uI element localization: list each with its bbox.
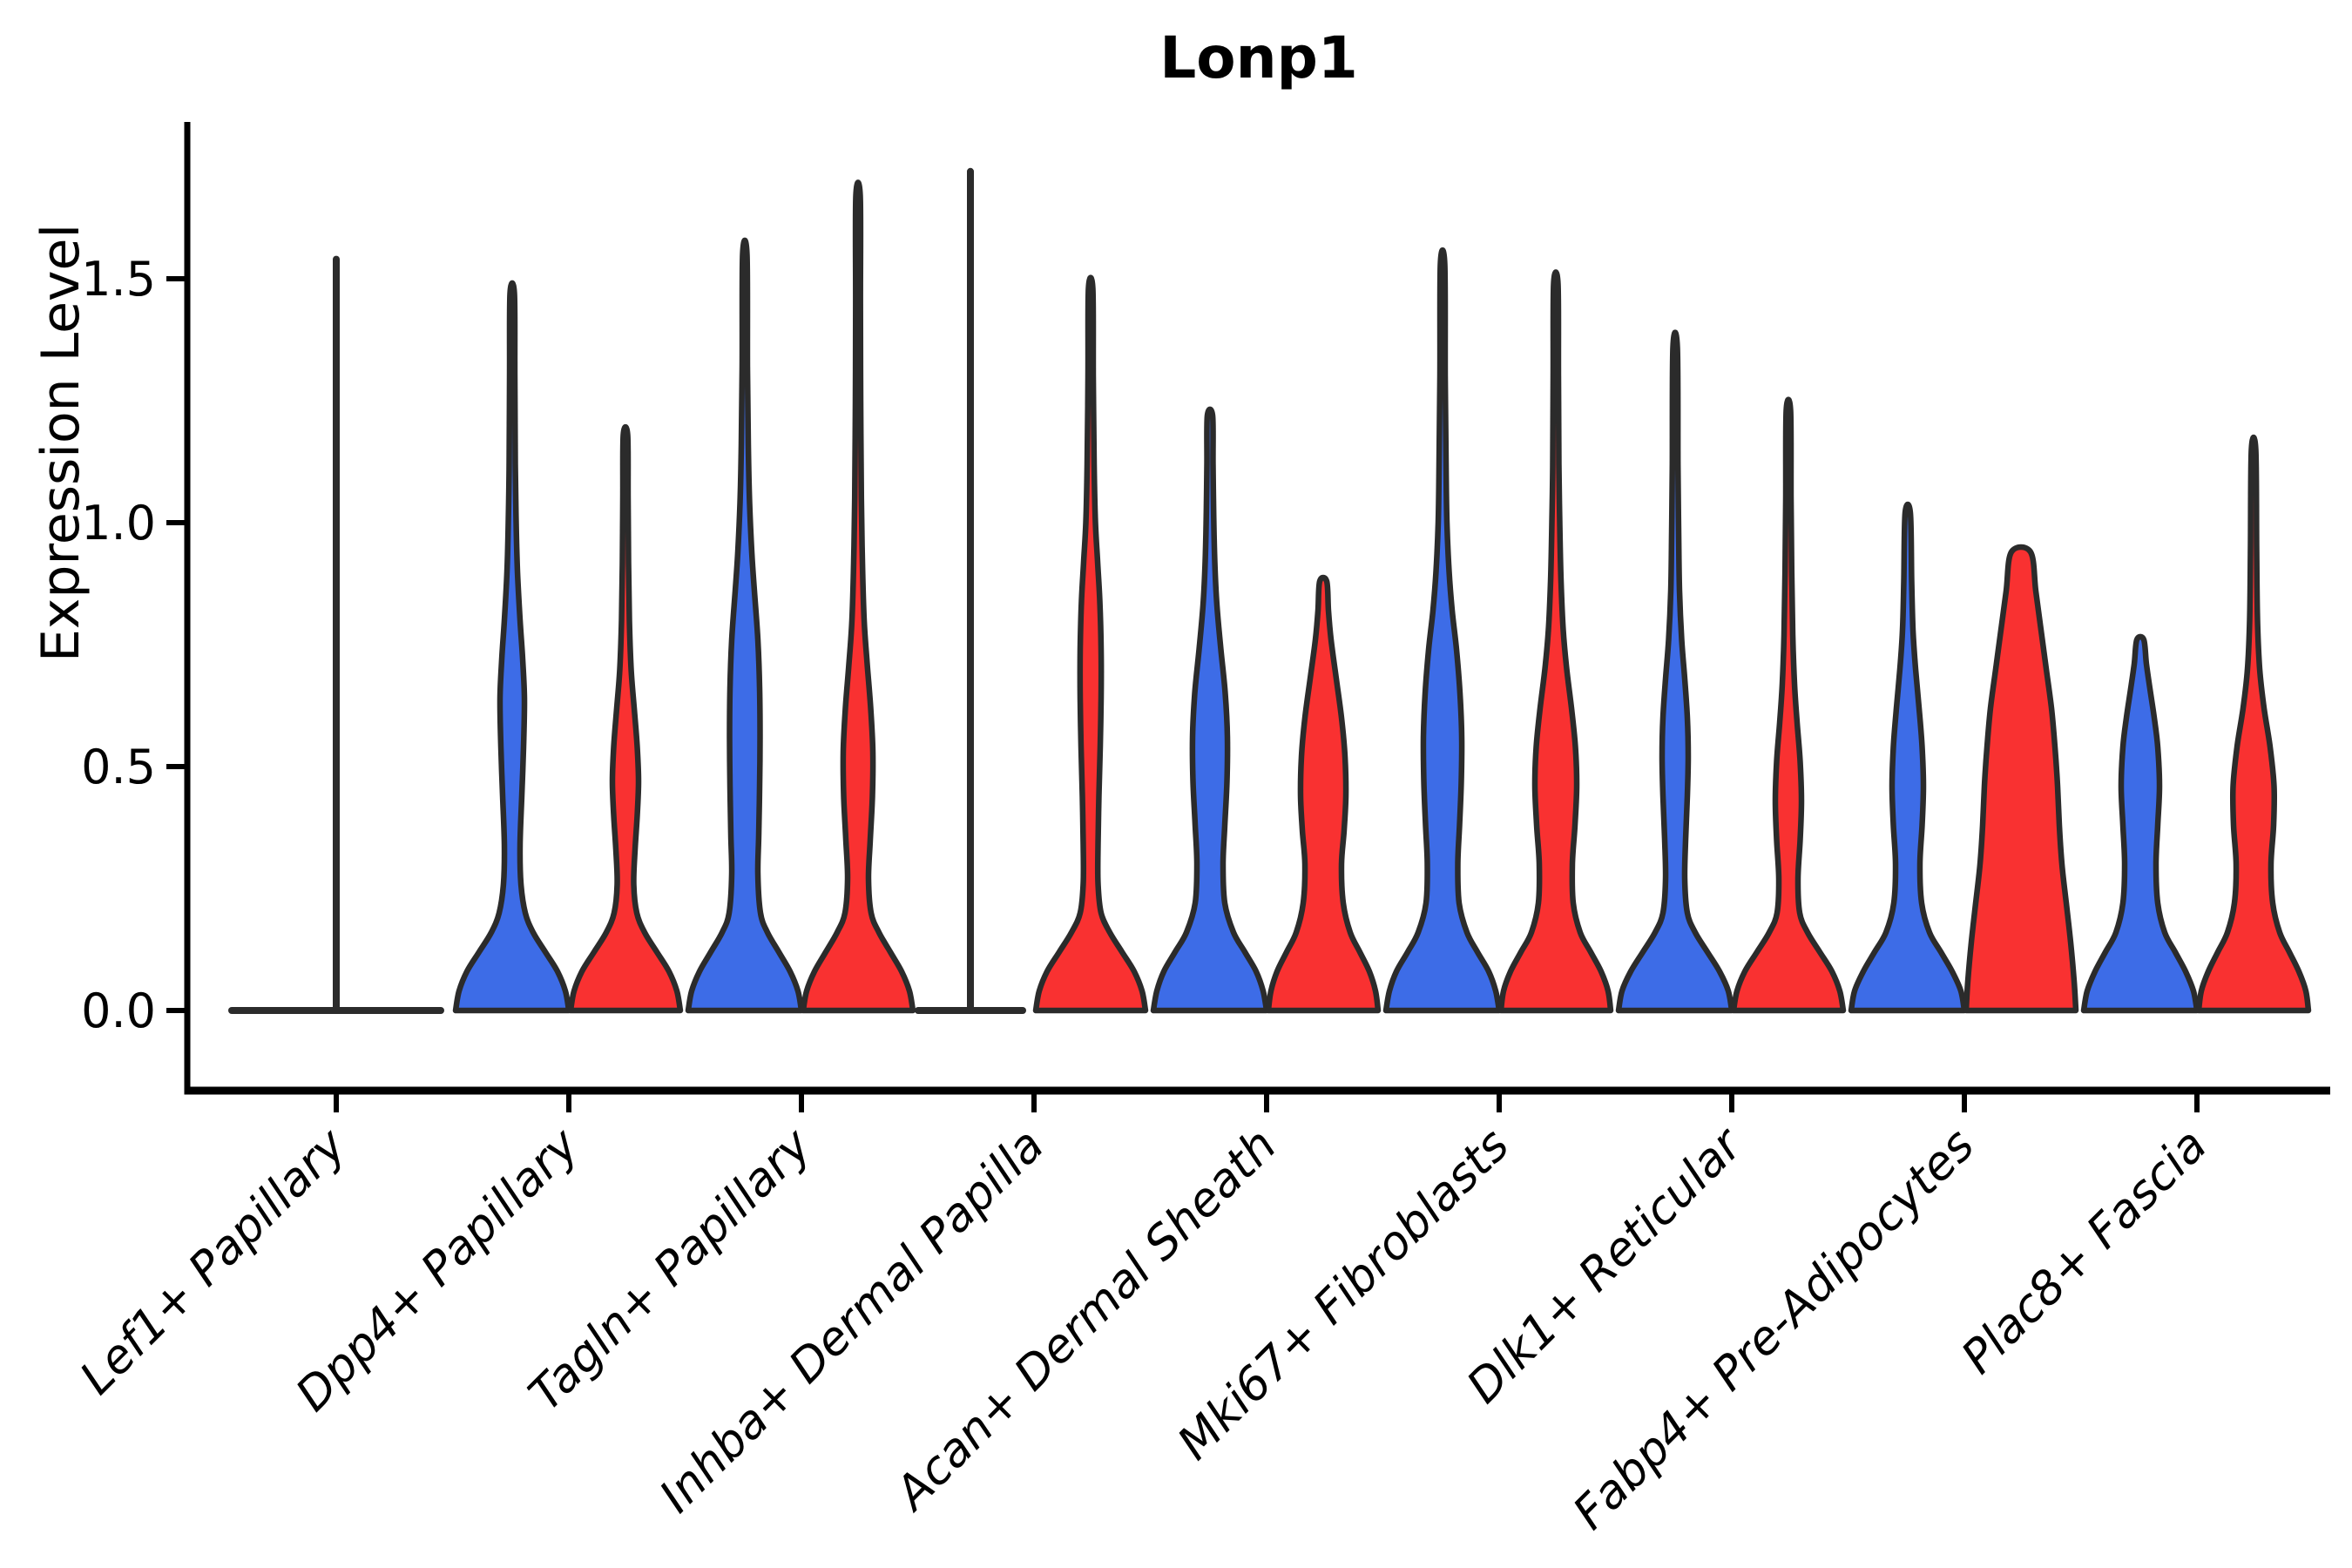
violin-blue-7 (1848, 501, 1968, 1014)
violin-blue-6 (1615, 329, 1735, 1014)
violin-blue-2 (685, 237, 805, 1014)
x-tick-label-7: Fabp4+ Pre-Adipocytes (1564, 1119, 1985, 1540)
x-tick-label-4: Acan+ Dermal Sheath (884, 1119, 1288, 1522)
violin-red-3 (1032, 274, 1149, 1014)
x-tick-label-3: Inhba+ Dermal Papilla (650, 1119, 1054, 1523)
violin-red-5 (1497, 269, 1614, 1014)
y-tick-label: 0.0 (81, 983, 156, 1038)
violin-blue-5 (1382, 247, 1503, 1014)
violin-blue-4 (1150, 406, 1270, 1014)
violin-red-6 (1730, 396, 1847, 1014)
y-tick-label: 0.5 (81, 740, 156, 794)
y-axis-label: Expression Level (30, 223, 91, 662)
violin-red-8 (2195, 434, 2312, 1014)
y-tick-label: 1.5 (81, 252, 156, 307)
violin-red-7 (1963, 544, 2079, 1014)
violin-red-2 (800, 179, 916, 1014)
violin-red-1 (567, 423, 684, 1014)
violin-red-4 (1265, 574, 1382, 1014)
violin-blue-8 (2080, 633, 2200, 1014)
chart-title: Lonp1 (1159, 24, 1358, 91)
y-tick-label: 1.0 (81, 496, 156, 551)
x-tick-label-8: Plac8+ Fascia (1951, 1119, 2217, 1384)
violin-blue-1 (452, 280, 572, 1014)
